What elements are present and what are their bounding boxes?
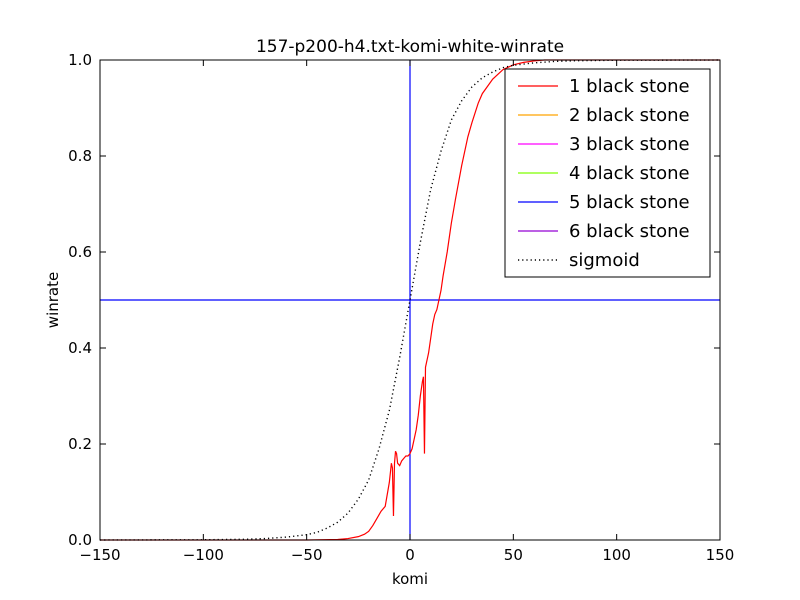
legend: 1 black stone 2 black stone 3 black stone 4… xyxy=(504,68,711,278)
x-tick-label: −100 xyxy=(183,546,224,564)
x-tick-label: 150 xyxy=(706,546,735,564)
y-tick-label: 0.4 xyxy=(68,339,92,357)
y-tick-label: 1.0 xyxy=(68,51,92,69)
x-tick-label: 50 xyxy=(504,546,523,564)
reference-lines xyxy=(100,60,720,540)
axis-ticks: −150 −100 −50 0 50 100 150 0.0 0.2 0.4 0.6 0.8 1.0 xyxy=(68,51,734,564)
series-line-0 xyxy=(100,59,720,541)
legend-label: 6 black stone xyxy=(569,221,690,242)
x-axis-label: komi xyxy=(392,570,428,588)
legend-label: 4 black stone xyxy=(569,163,690,184)
legend-label: sigmoid xyxy=(569,250,640,271)
x-tick-label: −50 xyxy=(291,546,323,564)
chart-title: 157-p200-h4.txt-komi-white-winrate xyxy=(256,37,564,57)
x-tick-label: 0 xyxy=(405,546,415,564)
x-tick-label: −150 xyxy=(79,546,120,564)
y-tick-label: 0.2 xyxy=(68,435,92,453)
y-tick-label: 0.8 xyxy=(68,147,92,165)
legend-label: 1 black stone xyxy=(569,76,690,97)
legend-label: 3 black stone xyxy=(569,134,690,155)
legend-label: 5 black stone xyxy=(569,192,690,213)
y-axis-label: winrate xyxy=(44,272,62,328)
y-tick-label: 0.0 xyxy=(68,531,92,549)
legend-label: 2 black stone xyxy=(569,105,690,126)
x-tick-label: 100 xyxy=(602,546,631,564)
y-tick-label: 0.6 xyxy=(68,243,92,261)
